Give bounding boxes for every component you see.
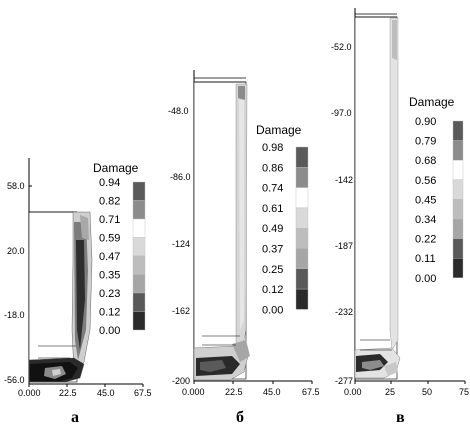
panel-a-x-tick: 0.000 [18,388,41,398]
legend-value-label: 0.56 [415,175,436,187]
legend-value-label: 0.68 [415,155,436,167]
legend-swatch [452,159,464,180]
panel-c-y-tick: -187 [335,241,353,251]
legend-swatch [132,181,146,201]
legend-value-label: 0.34 [415,214,436,226]
panel-c-x-tick: 25 [385,387,395,397]
panel-c-y-tick: -52.0 [331,42,352,52]
panel-b-y-tick: -200 [172,376,190,386]
panel-b-legend: 0.98 0.86 0.74 0.61 0.49 0.37 0.25 0.12 0.00 [262,142,309,316]
legend-value-label: 0.74 [262,183,283,195]
legend-value-label: 0.25 [262,264,283,276]
panel-a-legend: 0.94 0.82 0.71 0.59 0.47 0.35 0.23 0.12 0.00 [99,177,146,337]
legend-swatch [452,199,464,220]
legend-value-label: 0.94 [99,177,120,189]
panel-c-x-tick: 0.00 [344,387,362,397]
legend-value-label: 0.79 [415,136,436,148]
panel-b-y-tick: -124 [172,239,190,249]
legend-value-label: 0.12 [99,307,120,319]
panel-b-letter: б [236,409,244,426]
panel-c: -52.0 -97.0 -142 -187 -232 -277 0.00 25 … [331,8,469,426]
legend-value-label: 0.23 [99,288,120,300]
panel-c-contour [354,13,401,380]
legend-value-label: 0.00 [99,325,120,337]
legend-swatch [132,274,146,294]
legend-swatch [452,120,464,141]
panel-c-x-tick: 75 [459,387,469,397]
panel-a-y-tick: 58.0 [7,181,25,191]
legend-value-label: 0.98 [262,142,283,154]
legend-value-label: 0.86 [262,162,283,174]
legend-swatch [132,237,146,257]
legend-swatch [295,248,309,269]
panel-a-x-tick: 67.5 [134,388,152,398]
panel-a-letter: а [71,409,79,426]
panel-c-y-tick: -277 [335,376,353,386]
panel-c-legend: 0.90 0.79 0.68 0.56 0.45 0.34 0.22 0.11 0.00 [415,116,464,285]
panel-b-y-tick: -48.0 [168,106,189,116]
legend-swatch [132,311,146,331]
legend-value-label: 0.00 [262,304,283,316]
legend-value-label: 0.37 [262,244,283,256]
legend-value-label: 0.90 [415,116,436,128]
legend-value-label: 0.59 [99,233,120,245]
legend-value-label: 0.11 [415,253,436,265]
panel-b-x-tick: 45.0 [263,387,281,397]
legend-value-label: 0.35 [99,270,120,282]
legend-swatch [452,140,464,161]
legend-swatch [295,146,309,168]
legend-swatch [295,227,309,249]
panel-b-contour [193,77,250,381]
panel-a-y-tick: -56.0 [4,375,25,385]
legend-swatch [452,179,464,200]
panel-a-y-tick: 20.0 [7,246,25,256]
legend-swatch [295,187,309,209]
panel-b-x-tick: 22.5 [225,387,243,397]
legend-value-label: 0.00 [415,273,436,285]
panel-c-y-tick: -97.0 [331,108,352,118]
legend-value-label: 0.82 [99,196,120,208]
legend-swatch [295,268,309,290]
legend-value-label: 0.47 [99,251,120,263]
panel-b-x-tick: 67.5 [302,387,320,397]
legend-value-label: 0.49 [262,223,283,235]
legend-value-label: 0.22 [415,234,436,246]
legend-value-label: 0.61 [262,203,283,215]
panel-c-y-tick: -142 [335,175,353,185]
legend-value-label: 0.12 [262,284,283,296]
panel-a: 58.0 20.0 -18.0 -56.0 0.000 22.5 45.0 67… [4,158,152,426]
legend-swatch [132,200,146,220]
legend-swatch [295,288,309,310]
panel-b-y-tick: -86.0 [170,172,191,182]
legend-swatch [132,292,146,312]
legend-value-label: 0.45 [415,194,436,206]
panel-c-legend-title: Damage [409,95,455,109]
legend-swatch [452,218,464,239]
panel-c-y-tick: -232 [335,307,353,317]
panel-b-y-tick: -162 [172,306,190,316]
legend-swatch [132,218,146,238]
panel-a-legend-title: Damage [93,161,139,175]
panel-a-x-tick: 22.5 [59,388,77,398]
legend-swatch [295,167,309,188]
panel-b-legend-title: Damage [256,123,302,137]
legend-swatch [452,258,464,279]
panel-c-x-tick: 50 [422,387,432,397]
legend-value-label: 0.71 [99,214,120,226]
panel-a-y-tick: -18.0 [4,310,25,320]
legend-swatch [295,207,309,229]
legend-swatch [452,238,464,259]
panel-b-x-tick: 0.000 [182,387,205,397]
legend-swatch [132,255,146,275]
panel-b: -48.0 -86.0 -124 -162 -200 0.000 22.5 45… [168,70,320,426]
panel-a-x-tick: 45.0 [97,388,115,398]
panel-c-letter: в [396,409,405,426]
panel-a-contour [28,211,93,383]
